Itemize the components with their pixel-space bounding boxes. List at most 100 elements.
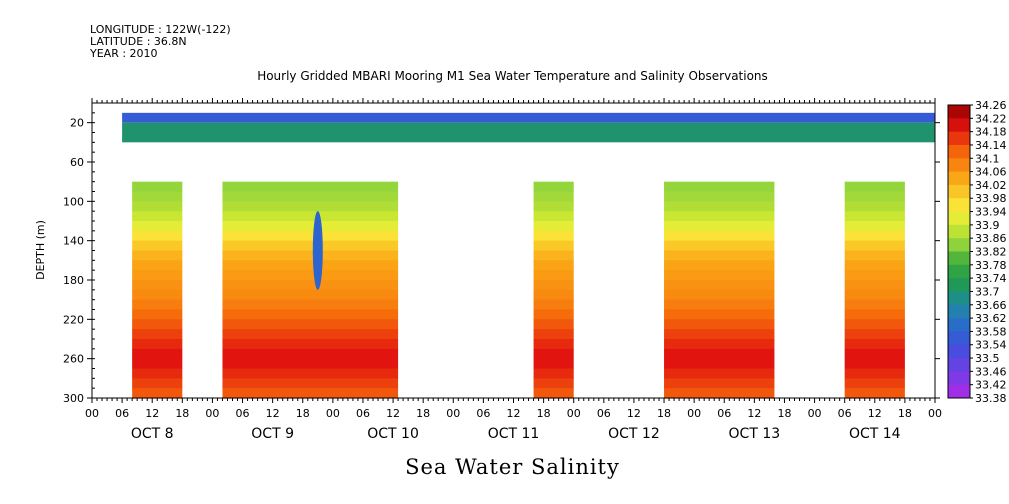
colorbar-swatch	[948, 358, 970, 372]
colorbar-swatch	[948, 144, 970, 159]
x-tick-label: 06	[356, 407, 370, 420]
data-cell	[533, 191, 574, 202]
colorbar-label: 33.46	[975, 365, 1007, 378]
data-cell	[664, 289, 775, 301]
colorbar-label: 34.18	[975, 126, 1007, 139]
colorbar-label: 34.22	[975, 112, 1007, 125]
data-cell	[222, 339, 399, 350]
data-cell	[222, 221, 399, 232]
x-tick-label: 00	[446, 407, 460, 420]
data-cell	[222, 378, 399, 389]
x-tick-label: 18	[175, 407, 189, 420]
data-cell	[664, 378, 775, 389]
data-cell	[533, 358, 574, 370]
data-cell	[533, 181, 574, 193]
data-cell	[132, 230, 183, 242]
colorbar-label: 33.62	[975, 312, 1007, 325]
data-cell	[664, 191, 775, 202]
day-label: OCT 8	[131, 426, 174, 442]
data-cell	[222, 250, 399, 261]
colorbar-swatch	[948, 344, 970, 359]
colorbar-swatch	[948, 184, 970, 199]
colorbar-swatch	[948, 331, 970, 346]
colorbar-swatch	[948, 118, 970, 133]
data-cell	[844, 339, 905, 350]
data-cell	[132, 270, 183, 281]
data-cell	[132, 250, 183, 261]
data-cell	[132, 289, 183, 301]
data-cell	[664, 299, 775, 311]
data-cell	[132, 280, 183, 291]
colorbar-swatch	[948, 131, 970, 146]
data-cell	[132, 191, 183, 202]
colorbar-label: 33.5	[975, 352, 1000, 365]
x-tick-label: 06	[717, 407, 731, 420]
data-cell	[664, 260, 775, 271]
x-tick-label: 18	[657, 407, 671, 420]
data-cell	[844, 289, 905, 301]
x-tick-label: 18	[296, 407, 310, 420]
data-cell	[844, 260, 905, 271]
day-label: OCT 9	[251, 426, 294, 442]
latitude-label: LATITUDE : 36.8N	[90, 35, 187, 48]
data-cell	[533, 221, 574, 232]
data-cell	[533, 201, 574, 212]
colorbar-label: 34.26	[975, 99, 1007, 112]
x-tick-label: 12	[145, 407, 159, 420]
data-cell	[664, 339, 775, 350]
data-cell	[844, 368, 905, 379]
data-cell	[533, 309, 574, 320]
x-tick-label: 00	[567, 407, 581, 420]
data-cell	[222, 358, 399, 370]
data-cell	[132, 221, 183, 232]
x-tick-label: 12	[386, 407, 400, 420]
x-tick-label: 06	[838, 407, 852, 420]
colorbar-swatch	[948, 238, 970, 252]
x-tick-label: 12	[266, 407, 280, 420]
x-tick-label: 12	[747, 407, 761, 420]
colorbar-swatch	[948, 278, 970, 292]
colorbar-swatch	[948, 198, 970, 213]
data-cell	[132, 368, 183, 379]
data-block-3	[533, 181, 574, 399]
data-cell	[844, 388, 905, 399]
data-cell	[664, 348, 775, 360]
longitude-label: LONGITUDE : 122W(-122)	[90, 23, 231, 36]
colorbar-swatch	[948, 291, 970, 306]
data-cell	[132, 319, 183, 330]
data-cell	[222, 289, 399, 301]
surface-layer-1	[122, 112, 936, 123]
data-cell	[844, 329, 905, 340]
data-cell	[664, 280, 775, 291]
colorbar-swatch	[948, 105, 970, 119]
data-cell	[664, 181, 775, 193]
data-cell	[664, 201, 775, 212]
x-tick-label: 12	[507, 407, 521, 420]
data-cell	[222, 388, 399, 399]
data-cell	[664, 309, 775, 320]
day-label: OCT 11	[488, 426, 540, 442]
x-tick-label: 06	[597, 407, 611, 420]
data-cell	[533, 289, 574, 301]
data-cell	[844, 181, 905, 193]
x-tick-label: 18	[537, 407, 551, 420]
data-cell	[844, 221, 905, 232]
y-tick-label: 220	[63, 313, 84, 326]
chart-title: Hourly Gridded MBARI Mooring M1 Sea Wate…	[257, 69, 768, 83]
colorbar-label: 33.38	[975, 392, 1007, 405]
data-cell	[844, 240, 905, 252]
data-cell	[844, 319, 905, 330]
surface-layer-2	[122, 122, 936, 143]
data-cell	[664, 230, 775, 242]
colorbar-swatch	[948, 224, 970, 239]
x-tick-label: 12	[868, 407, 882, 420]
data-cell	[222, 260, 399, 271]
data-cell	[132, 299, 183, 311]
data-cell	[222, 201, 399, 212]
x-tick-label: 18	[777, 407, 791, 420]
variable-title: Sea Water Salinity	[405, 455, 620, 479]
data-cell	[222, 280, 399, 291]
colorbar-label: 33.54	[975, 339, 1007, 352]
colorbar-label: 33.78	[975, 259, 1007, 272]
